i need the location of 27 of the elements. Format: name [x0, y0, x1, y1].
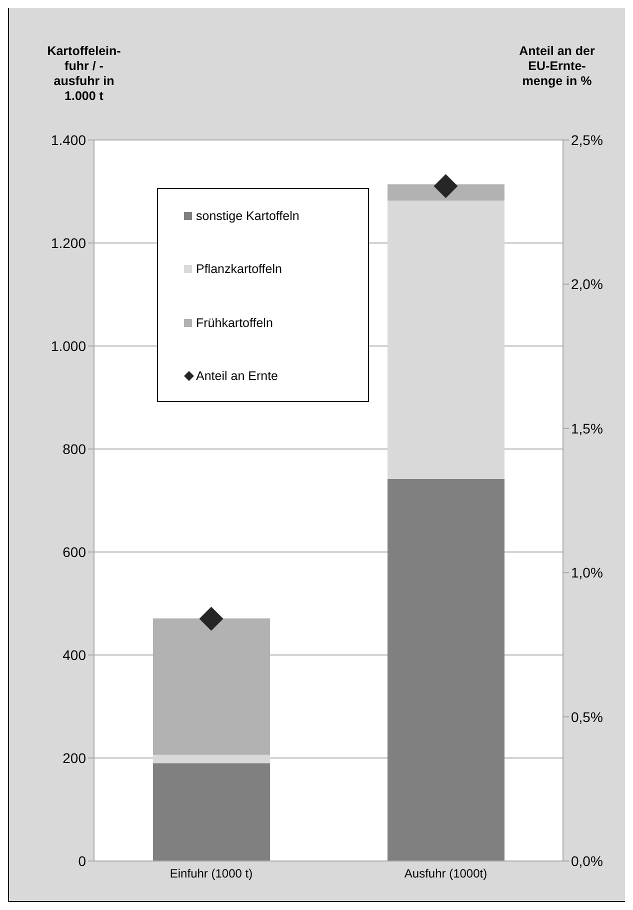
y2-tick-label: 0,5% — [571, 708, 603, 725]
bar — [388, 478, 504, 861]
legend-label: Pflanzkartoffeln — [196, 262, 282, 276]
legend-label: sonstige Kartoffeln — [196, 208, 300, 223]
y2-tick-label: 1,5% — [571, 420, 603, 436]
bar — [153, 754, 270, 764]
legend-label: Frühkartoffeln — [196, 316, 273, 330]
y2-tick-label: 2,0% — [571, 276, 603, 292]
bar — [388, 200, 504, 479]
x-tick-label: Einfuhr (1000 t) — [170, 866, 253, 881]
y-tick-label: 800 — [62, 440, 86, 457]
y2-tick-label: 1,0% — [571, 564, 603, 581]
bar — [153, 763, 270, 861]
y-tick-label: 1.200 — [50, 234, 86, 251]
y2-tick-label: 0,0% — [571, 852, 603, 869]
y2-tick-label: 2,5% — [571, 132, 603, 148]
x-tick-label: Ausfuhr (1000t) — [404, 866, 488, 881]
legend-label: Anteil an Ernte — [196, 369, 278, 384]
y-tick-label: 1.400 — [50, 132, 86, 148]
y-tick-label: 400 — [62, 646, 86, 663]
y-tick-label: 600 — [62, 544, 86, 560]
y-tick-label: 200 — [62, 750, 86, 766]
y-tick-label: 0 — [78, 852, 86, 869]
y-axis-title: Kartoffelein- fuhr / - ausfuhr in 1.000 t — [46, 44, 122, 104]
y2-axis-title: Anteil an der EU-Ernte- menge in % — [518, 44, 596, 89]
bar — [388, 184, 504, 201]
y-tick-label: 1.000 — [50, 338, 86, 354]
